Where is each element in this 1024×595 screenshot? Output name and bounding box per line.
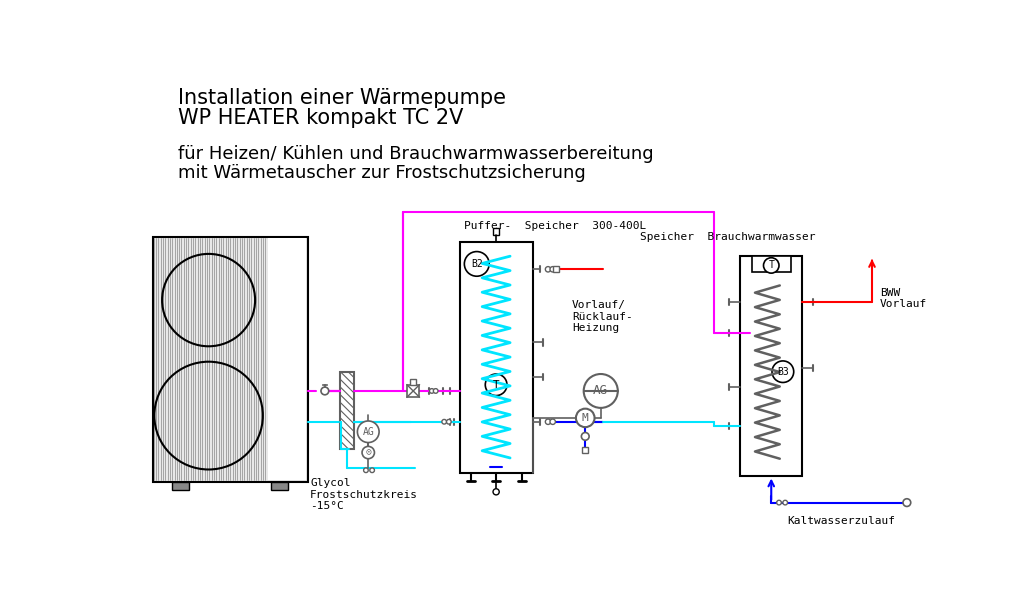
Text: ⊙: ⊙: [366, 447, 371, 458]
Bar: [460, 242, 534, 474]
Text: B2: B2: [471, 259, 482, 269]
Circle shape: [776, 500, 781, 505]
Circle shape: [772, 361, 794, 383]
Circle shape: [433, 389, 438, 393]
Text: T: T: [768, 261, 774, 271]
Circle shape: [370, 468, 375, 472]
Bar: [267, 239, 306, 480]
Text: AG: AG: [593, 384, 608, 397]
Bar: [407, 385, 420, 397]
Circle shape: [582, 433, 589, 440]
Circle shape: [550, 419, 555, 424]
Circle shape: [485, 374, 507, 396]
Circle shape: [546, 419, 551, 424]
Bar: [172, 482, 189, 490]
Circle shape: [364, 468, 369, 472]
Bar: [270, 482, 288, 490]
Text: B3: B3: [777, 367, 788, 377]
Circle shape: [442, 419, 446, 424]
Circle shape: [903, 499, 910, 506]
Circle shape: [321, 387, 329, 395]
Text: T: T: [493, 380, 500, 390]
Text: Speicher  Brauchwarmwasser: Speicher Brauchwarmwasser: [640, 232, 815, 242]
Text: AG: AG: [362, 427, 374, 437]
Text: WP HEATER kompakt TC 2V: WP HEATER kompakt TC 2V: [178, 108, 464, 127]
Bar: [153, 237, 308, 482]
Text: M: M: [582, 413, 589, 423]
Bar: [493, 228, 500, 234]
Circle shape: [357, 421, 379, 443]
Circle shape: [546, 267, 551, 272]
Bar: [583, 447, 589, 453]
Circle shape: [783, 500, 787, 505]
Text: Vorlauf/
Rücklauf-
Heizung: Vorlauf/ Rücklauf- Heizung: [572, 300, 633, 333]
Circle shape: [764, 258, 779, 273]
Bar: [553, 266, 559, 273]
Text: Kaltwasserzulauf: Kaltwasserzulauf: [787, 516, 895, 527]
Text: Glycol
Frostschutzkreis
-15°C: Glycol Frostschutzkreis -15°C: [310, 478, 418, 511]
Circle shape: [493, 488, 500, 495]
Bar: [410, 378, 417, 385]
Bar: [740, 256, 802, 475]
Text: Puffer-  Speicher  300-400L: Puffer- Speicher 300-400L: [464, 221, 646, 231]
Circle shape: [464, 252, 489, 276]
Circle shape: [429, 389, 434, 393]
Bar: [752, 256, 791, 271]
Circle shape: [550, 267, 555, 272]
Text: Installation einer Wärmepumpe: Installation einer Wärmepumpe: [178, 88, 507, 108]
Bar: [340, 372, 354, 449]
Circle shape: [362, 446, 375, 459]
Circle shape: [584, 374, 617, 408]
Text: BWW
Vorlauf: BWW Vorlauf: [880, 288, 927, 309]
Text: mit Wärmetauscher zur Frostschutzsicherung: mit Wärmetauscher zur Frostschutzsicheru…: [178, 164, 586, 182]
Circle shape: [575, 409, 595, 427]
Circle shape: [446, 419, 452, 424]
Text: für Heizen/ Kühlen und Brauchwarmwasserbereitung: für Heizen/ Kühlen und Brauchwarmwasserb…: [178, 145, 654, 162]
